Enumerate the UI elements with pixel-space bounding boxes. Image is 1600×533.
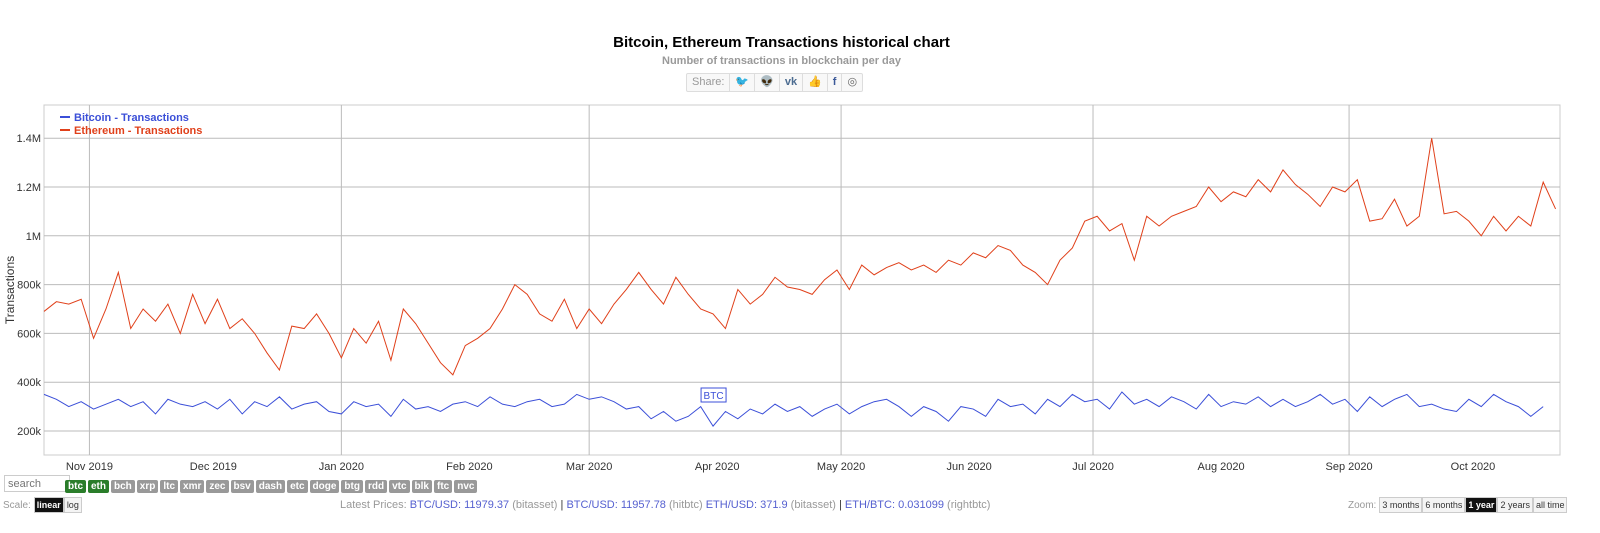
coin-toggle-etc[interactable]: etc — [287, 480, 308, 493]
x-tick-label: Mar 2020 — [566, 461, 612, 473]
coin-toggle-dash[interactable]: dash — [255, 480, 286, 493]
coin-toggle-doge[interactable]: doge — [309, 480, 340, 493]
coin-selector: btc eth bch xrp ltc xmr zec bsv dash etc doge btg rd… — [65, 476, 479, 494]
x-tick-label: Jul 2020 — [1072, 461, 1114, 473]
y-tick-label: 600k — [17, 328, 41, 340]
x-tick-label: Nov 2019 — [66, 461, 113, 473]
coin-toggle-ftc[interactable]: ftc — [433, 480, 453, 493]
coin-toggle-zec[interactable]: zec — [206, 480, 229, 493]
zoom-option-button[interactable]: all time — [1532, 497, 1568, 513]
ethereum-line — [43, 138, 1557, 376]
coin-toggle-xmr[interactable]: xmr — [180, 480, 205, 493]
coin-toggle-xrp[interactable]: xrp — [136, 480, 159, 493]
price-source: (hitbtc) — [669, 499, 703, 511]
btc-flag-label: BTC — [704, 391, 724, 402]
coin-toggle-btc[interactable]: btc — [65, 480, 86, 493]
plot-border — [43, 104, 1561, 456]
latest-prices: Latest Prices: BTC/USD: 11979.37 (bitass… — [340, 499, 990, 511]
zoom-option-button[interactable]: 1 year — [1465, 497, 1498, 513]
share-bar: Share: 🐦 👽 vk 👍 f ◎ — [686, 73, 864, 92]
price-link[interactable]: BTC/USD: 11979.37 — [409, 499, 510, 511]
price-source: (bitasset) — [512, 499, 558, 511]
y-tick-label: 1.2M — [17, 182, 41, 194]
price-source: (bitasset) — [790, 499, 836, 511]
scale-switch: Scale: linear log — [3, 497, 82, 513]
x-tick-label: Oct 2020 — [1451, 461, 1496, 473]
bitcoin-line — [43, 391, 1544, 427]
twitter-icon[interactable]: 🐦 — [730, 74, 756, 91]
btc-flag — [700, 387, 727, 403]
zoom-option-button[interactable]: 3 months — [1379, 497, 1423, 513]
coin-toggle-nvc[interactable]: nvc — [454, 480, 478, 493]
like-icon[interactable]: 👍 — [803, 74, 828, 91]
coin-toggle-bch[interactable]: bch — [111, 480, 135, 493]
zoom-switch: Zoom: 3 months 6 months 1 year 2 years all t… — [1348, 497, 1568, 513]
y-tick-label: 200k — [17, 426, 41, 438]
price-link[interactable]: BTC/USD: 11957.78 — [566, 499, 666, 511]
coin-toggle-vtc[interactable]: vtc — [389, 480, 410, 493]
coin-toggle-btg[interactable]: btg — [341, 480, 363, 493]
price-link[interactable]: ETH/BTC: 0.031099 — [844, 499, 944, 511]
chart-title: Bitcoin, Ethereum Transactions historica… — [613, 34, 950, 51]
separator: | — [560, 499, 564, 511]
coin-toggle-rdd[interactable]: rdd — [364, 480, 388, 493]
scale-linear-button[interactable]: linear — [33, 497, 64, 513]
reddit-icon[interactable]: 👽 — [755, 74, 780, 91]
vk-icon[interactable]: vk — [780, 74, 804, 91]
separator: | — [838, 499, 842, 511]
x-tick-label: Sep 2020 — [1326, 461, 1373, 473]
weibo-icon[interactable]: ◎ — [847, 76, 858, 88]
y-tick-label: 1.4M — [17, 133, 41, 145]
coin-toggle-bsv[interactable]: bsv — [230, 480, 254, 493]
x-tick-label: Feb 2020 — [446, 461, 492, 473]
price-link[interactable]: ETH/USD: 371.9 — [705, 499, 788, 511]
coin-toggle-ltc[interactable]: ltc — [160, 480, 179, 493]
y-tick-label: 800k — [17, 280, 41, 292]
y-axis-title: Transactions — [3, 256, 17, 324]
coin-toggle-eth[interactable]: eth — [88, 480, 109, 493]
chart-subtitle: Number of transactions in blockchain per… — [662, 55, 901, 67]
y-tick-label: 400k — [17, 377, 41, 389]
zoom-label: Zoom: — [1348, 499, 1377, 511]
zoom-option-button[interactable]: 2 years — [1497, 497, 1533, 513]
scale-log-button[interactable]: log — [63, 497, 82, 513]
x-tick-label: Jan 2020 — [319, 461, 364, 473]
zoom-option-button[interactable]: 6 months — [1422, 497, 1466, 513]
price-source: (rightbtc) — [947, 499, 991, 511]
x-tick-label: Apr 2020 — [695, 461, 740, 473]
coin-toggle-blk[interactable]: blk — [411, 480, 432, 493]
share-label: Share: — [687, 74, 731, 91]
facebook-icon[interactable]: f — [828, 74, 843, 91]
x-tick-label: Dec 2019 — [190, 461, 237, 473]
legend-item: Bitcoin - Transactions — [74, 112, 189, 124]
x-tick-label: Aug 2020 — [1197, 461, 1244, 473]
x-tick-label: Jun 2020 — [946, 461, 991, 473]
x-tick-label: May 2020 — [817, 461, 865, 473]
prices-label: Latest Prices: — [340, 499, 407, 511]
legend-item: Ethereum - Transactions — [74, 125, 202, 137]
y-tick-label: 1M — [26, 231, 41, 243]
search-input[interactable] — [4, 475, 70, 492]
scale-label: Scale: — [3, 499, 31, 511]
